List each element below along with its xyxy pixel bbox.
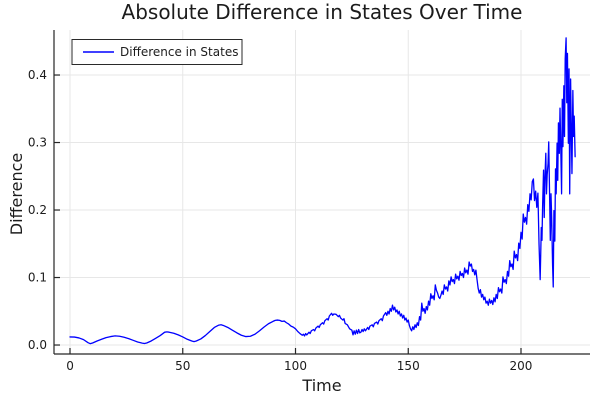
- series-line-difference: [69, 37, 576, 345]
- axes: [53, 30, 590, 355]
- y-tick-label: 0.0: [28, 338, 47, 352]
- chart-title: Absolute Difference in States Over Time: [122, 0, 523, 24]
- x-tick-label: 150: [397, 359, 420, 373]
- x-tick-label: 50: [175, 359, 190, 373]
- y-tick-label: 0.3: [28, 136, 47, 150]
- y-tick-label: 0.2: [28, 203, 47, 217]
- x-tick-label: 200: [510, 359, 533, 373]
- legend: Difference in States: [71, 39, 243, 65]
- tick-labels: 0 50 100 150 200 0.0 0.1 0.2 0.3 0.4: [28, 68, 533, 373]
- gridlines: [54, 30, 590, 354]
- x-axis-label: Time: [301, 376, 341, 395]
- y-tick-label: 0.4: [28, 68, 47, 82]
- y-tick-label: 0.1: [28, 271, 47, 285]
- x-tick-label: 0: [66, 359, 74, 373]
- legend-label: Difference in States: [120, 45, 238, 59]
- x-tick-label: 100: [284, 359, 307, 373]
- y-axis-label: Difference: [7, 153, 26, 235]
